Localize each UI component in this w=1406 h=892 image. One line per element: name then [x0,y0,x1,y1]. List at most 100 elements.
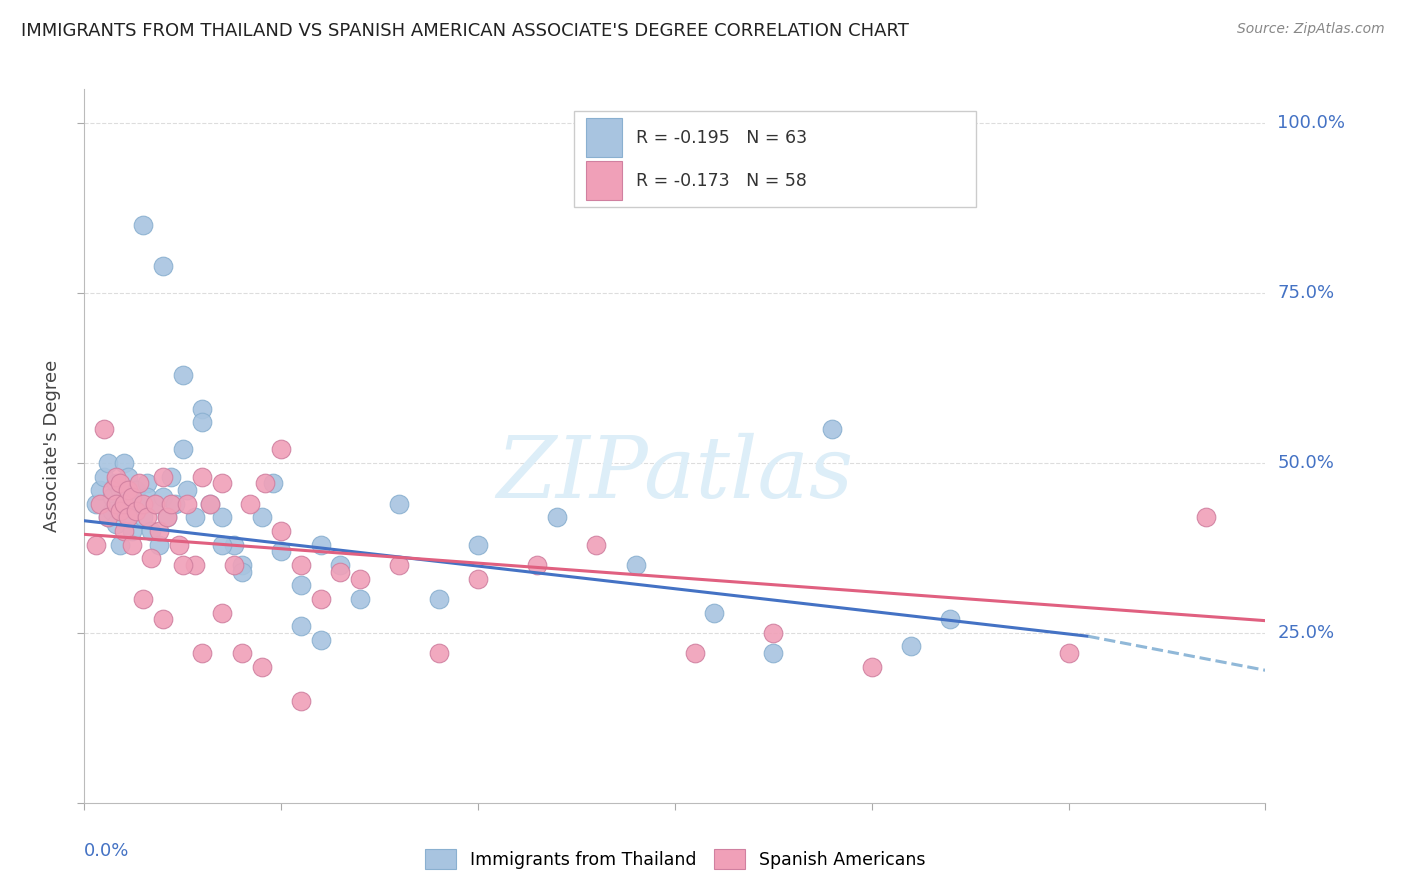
Point [97,456,120,470]
Point [117,510,139,524]
Point [124,483,146,498]
Point [467,572,489,586]
Point [148,537,170,551]
Point [101,503,124,517]
Point [183,558,205,572]
Point [200,497,222,511]
Point [176,497,198,511]
Point [939,612,962,626]
Point [112,524,135,538]
Point [136,510,159,524]
Point [84,537,107,551]
Point [148,524,170,538]
Point [172,442,194,457]
Point [239,497,262,511]
Text: 50.0%: 50.0% [1277,454,1334,472]
Point [211,510,233,524]
Point [132,218,155,232]
Point [117,469,139,483]
Point [104,476,127,491]
Point [101,483,124,498]
Point [156,510,179,524]
Point [112,497,135,511]
Point [191,646,214,660]
Text: ZIPatlas: ZIPatlas [496,434,853,516]
Point [89,497,111,511]
Point [200,497,222,511]
Y-axis label: Associate's Degree: Associate's Degree [44,359,62,533]
Point [526,558,548,572]
Point [121,524,143,538]
Point [132,497,155,511]
FancyBboxPatch shape [586,161,621,200]
Point [160,497,183,511]
Point [349,591,371,606]
Point [108,537,131,551]
Point [183,510,205,524]
Point [427,591,450,606]
Point [211,476,233,491]
Point [270,524,292,538]
Point [191,401,214,416]
Point [124,503,146,517]
Text: IMMIGRANTS FROM THAILAND VS SPANISH AMERICAN ASSOCIATE'S DEGREE CORRELATION CHAR: IMMIGRANTS FROM THAILAND VS SPANISH AMER… [21,22,908,40]
Point [191,469,214,483]
Point [821,422,844,436]
Point [762,626,785,640]
Point [136,490,159,504]
Point [388,497,411,511]
Point [97,510,120,524]
Point [231,565,253,579]
Point [128,497,150,511]
Point [93,469,115,483]
Point [329,565,352,579]
Point [152,612,174,626]
Legend: Immigrants from Thailand, Spanish Americans: Immigrants from Thailand, Spanish Americ… [418,842,932,876]
Point [104,497,127,511]
Point [309,632,332,647]
Point [108,476,131,491]
Point [211,606,233,620]
Point [349,572,371,586]
Point [101,490,124,504]
Point [270,544,292,558]
Point [309,537,332,551]
Point [211,537,233,551]
Text: 75.0%: 75.0% [1277,284,1334,302]
Point [231,646,253,660]
Point [141,551,163,566]
Point [93,422,115,436]
Point [117,510,139,524]
Point [172,558,194,572]
Point [1195,510,1218,524]
Text: Source: ZipAtlas.com: Source: ZipAtlas.com [1237,22,1385,37]
Point [108,503,131,517]
FancyBboxPatch shape [586,118,621,157]
Point [329,558,352,572]
Point [250,510,273,524]
Point [141,524,163,538]
Point [89,483,111,498]
Point [222,537,245,551]
Point [112,497,135,511]
Point [546,510,568,524]
Point [624,558,647,572]
Point [121,490,143,504]
Point [290,619,312,633]
Point [1057,646,1080,660]
Point [270,442,292,457]
Point [121,490,143,504]
Text: 100.0%: 100.0% [1277,114,1346,132]
Point [172,368,194,382]
Text: 0.0%: 0.0% [84,842,129,860]
Point [143,497,166,511]
Point [860,660,883,674]
Point [290,578,312,592]
Point [156,510,179,524]
Point [152,490,174,504]
Text: R = -0.195   N = 63: R = -0.195 N = 63 [636,128,807,146]
Point [160,469,183,483]
Point [309,591,332,606]
Point [104,517,127,532]
Point [585,537,607,551]
